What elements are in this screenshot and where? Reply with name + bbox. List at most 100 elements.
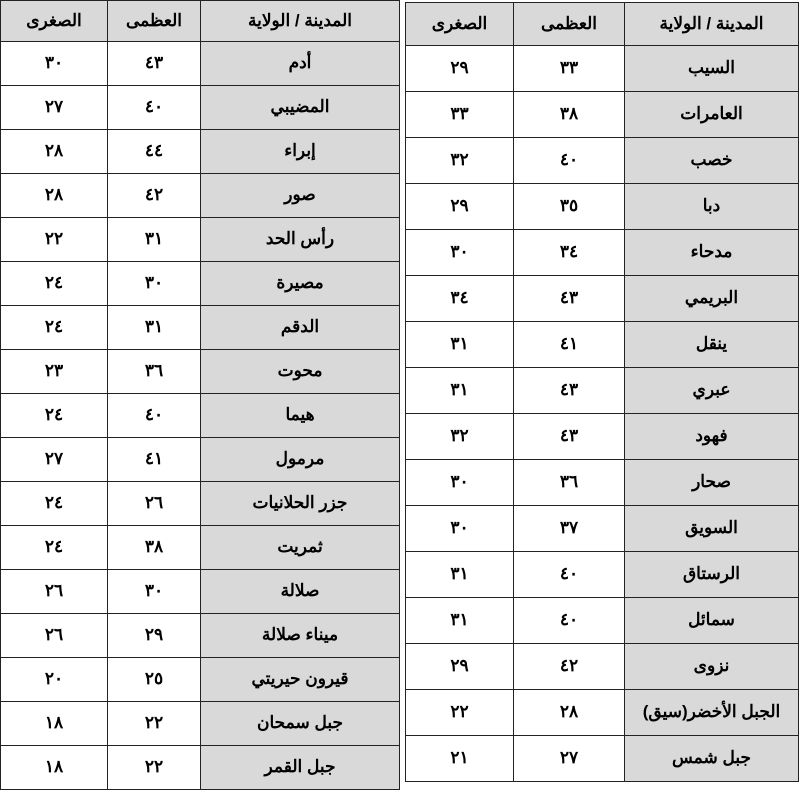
min-temp-cell: ٢٤ (0, 481, 108, 526)
min-temp-cell: ٢١ (405, 735, 514, 782)
city-cell: ينقل (624, 321, 799, 368)
city-cell: رأس الحد (200, 217, 400, 262)
city-cell: البريمي (624, 275, 799, 322)
table-row: أدم ٤٣ ٣٠ (0, 41, 400, 86)
city-cell: سمائل (624, 597, 799, 644)
max-temp-cell: ٤٠ (513, 597, 625, 644)
max-temp-cell: ٤٢ (107, 173, 201, 218)
max-temp-cell: ٣٦ (107, 349, 201, 394)
max-temp-cell: ٣٨ (513, 91, 625, 138)
city-cell: الرستاق (624, 551, 799, 598)
min-temp-cell: ٢٣ (0, 349, 108, 394)
city-cell: صور (200, 173, 400, 218)
table-row: البريمي ٤٣ ٣٤ (405, 275, 799, 322)
table-row: إبراء ٤٤ ٢٨ (0, 129, 400, 174)
table-row: العامرات ٣٨ ٣٣ (405, 91, 799, 138)
table-row: السويق ٣٧ ٣٠ (405, 505, 799, 552)
min-temp-cell: ٢٨ (0, 173, 108, 218)
city-cell: جبل القمر (200, 745, 400, 790)
header-max: العظمى (107, 0, 201, 42)
city-cell: مرمول (200, 437, 400, 482)
table-row: ثمريت ٣٨ ٢٤ (0, 525, 400, 570)
min-temp-cell: ٢٧ (0, 437, 108, 482)
min-temp-cell: ٣١ (405, 551, 514, 598)
max-temp-cell: ٤١ (107, 437, 201, 482)
min-temp-cell: ٢٦ (0, 613, 108, 658)
table-row: ميناء صلالة ٢٩ ٢٦ (0, 613, 400, 658)
city-cell: مدحاء (624, 229, 799, 276)
city-cell: جبل شمس (624, 735, 799, 782)
max-temp-cell: ٢٧ (513, 735, 625, 782)
max-temp-cell: ٢٩ (107, 613, 201, 658)
city-cell: نزوى (624, 643, 799, 690)
max-temp-cell: ٣٨ (107, 525, 201, 570)
table-row: مرمول ٤١ ٢٧ (0, 437, 400, 482)
min-temp-cell: ٢٩ (405, 643, 514, 690)
table-row: دبا ٣٥ ٢٩ (405, 183, 799, 230)
header-city: المدينة / الولاية (624, 2, 799, 46)
city-cell: صحار (624, 459, 799, 506)
table-row: محوت ٣٦ ٢٣ (0, 349, 400, 394)
min-temp-cell: ٢٢ (405, 689, 514, 736)
table-row: صور ٤٢ ٢٨ (0, 173, 400, 218)
max-temp-cell: ٤٠ (513, 551, 625, 598)
max-temp-cell: ٤٣ (107, 41, 201, 86)
city-cell: إبراء (200, 129, 400, 174)
table-row: الدقم ٣١ ٢٤ (0, 305, 400, 350)
city-cell: العامرات (624, 91, 799, 138)
city-cell: صلالة (200, 569, 400, 614)
min-temp-cell: ٣١ (405, 321, 514, 368)
max-temp-cell: ٤٠ (513, 137, 625, 184)
max-temp-cell: ٢٢ (107, 745, 201, 790)
table-row: صلالة ٣٠ ٢٦ (0, 569, 400, 614)
min-temp-cell: ٣٠ (405, 459, 514, 506)
city-cell: خصب (624, 137, 799, 184)
max-temp-cell: ٣١ (107, 217, 201, 262)
max-temp-cell: ٣٦ (513, 459, 625, 506)
header-row: المدينة / الولاية العظمى الصغرى (0, 0, 400, 42)
max-temp-cell: ٤٣ (513, 367, 625, 414)
city-cell: المضيبي (200, 85, 400, 130)
city-cell: السويق (624, 505, 799, 552)
city-cell: الدقم (200, 305, 400, 350)
table-row: السيب ٣٣ ٢٩ (405, 45, 799, 92)
city-cell: ثمريت (200, 525, 400, 570)
max-temp-cell: ٣٣ (513, 45, 625, 92)
table-row: عبري ٤٣ ٣١ (405, 367, 799, 414)
city-cell: فهود (624, 413, 799, 460)
city-cell: الجبل الأخضر(سيق) (624, 689, 799, 736)
min-temp-cell: ٢٢ (0, 217, 108, 262)
table-row: خصب ٤٠ ٣٢ (405, 137, 799, 184)
min-temp-cell: ٢٧ (0, 85, 108, 130)
header-row: المدينة / الولاية العظمى الصغرى (405, 2, 799, 46)
max-temp-cell: ٣٠ (107, 569, 201, 614)
min-temp-cell: ٣١ (405, 597, 514, 644)
max-temp-cell: ٤٣ (513, 413, 625, 460)
city-cell: جزر الحلانيات (200, 481, 400, 526)
table-row: الرستاق ٤٠ ٣١ (405, 551, 799, 598)
max-temp-cell: ٣٠ (107, 261, 201, 306)
table-row: فهود ٤٣ ٣٢ (405, 413, 799, 460)
max-temp-cell: ٤٢ (513, 643, 625, 690)
min-temp-cell: ٣٠ (405, 505, 514, 552)
header-min: الصغرى (0, 0, 108, 42)
city-cell: السيب (624, 45, 799, 92)
header-max: العظمى (513, 2, 625, 46)
max-temp-cell: ٤٤ (107, 129, 201, 174)
table-row: جبل سمحان ٢٢ ١٨ (0, 701, 400, 746)
city-cell: دبا (624, 183, 799, 230)
header-city: المدينة / الولاية (200, 0, 400, 42)
min-temp-cell: ١٨ (0, 701, 108, 746)
min-temp-cell: ٢٨ (0, 129, 108, 174)
city-cell: هيما (200, 393, 400, 438)
table-row: ينقل ٤١ ٣١ (405, 321, 799, 368)
table-row: هيما ٤٠ ٢٤ (0, 393, 400, 438)
table-row: قيرون حيريتي ٢٥ ٢٠ (0, 657, 400, 702)
city-cell: عبري (624, 367, 799, 414)
table-row: الجبل الأخضر(سيق) ٢٨ ٢٢ (405, 689, 799, 736)
min-temp-cell: ٣٢ (405, 413, 514, 460)
max-temp-cell: ٤٠ (107, 85, 201, 130)
min-temp-cell: ٣١ (405, 367, 514, 414)
min-temp-cell: ١٨ (0, 745, 108, 790)
min-temp-cell: ٣٢ (405, 137, 514, 184)
